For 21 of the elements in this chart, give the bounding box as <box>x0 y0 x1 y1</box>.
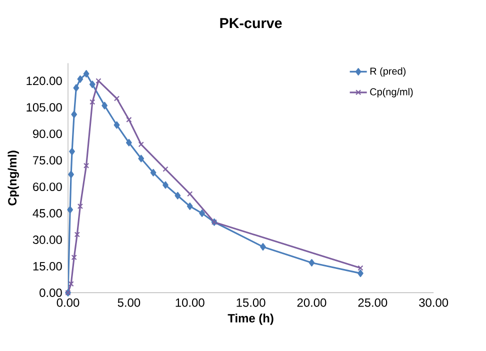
y-tick-label: 75.00 <box>33 156 62 165</box>
y-tick-label: 105.00 <box>26 103 62 112</box>
y-tick-label: 60.00 <box>33 182 62 192</box>
x-axis-title: Time (h) <box>228 314 274 325</box>
y-tick-label: 15.00 <box>33 262 62 271</box>
x-tick-label: 20.00 <box>297 298 326 307</box>
y-tick-label: 45.00 <box>32 209 62 218</box>
legend-label: R (pred) <box>370 67 406 77</box>
y-tick-label: 90.00 <box>33 130 62 138</box>
x-tick-label: 0.00 <box>56 298 80 307</box>
x-tick-label: 5.00 <box>118 298 140 307</box>
y-tick-label: 0.00 <box>40 288 62 298</box>
y-axis-title: Cp(ng/ml) <box>8 150 19 206</box>
y-tick-label: 120.00 <box>26 76 62 86</box>
x-tick-label: 15.00 <box>236 298 266 307</box>
x-tick-label: 25.00 <box>358 298 388 307</box>
x-tick-label: 30.00 <box>419 298 448 307</box>
x-tick-label: 10.00 <box>176 298 204 307</box>
chart-title: PK-curve <box>220 18 282 28</box>
legend-label: Cp(ng/ml) <box>370 88 413 98</box>
y-tick-label: 30.00 <box>32 236 62 244</box>
